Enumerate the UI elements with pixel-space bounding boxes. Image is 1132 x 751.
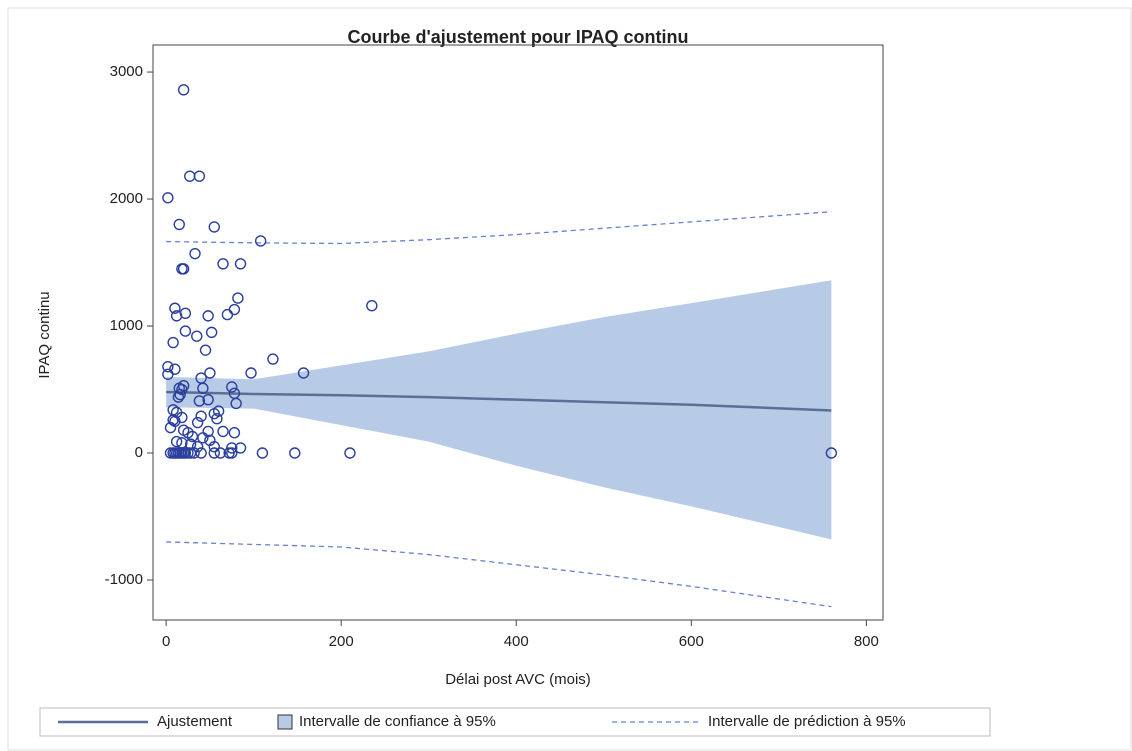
data-point bbox=[214, 447, 227, 459]
data-point bbox=[193, 395, 206, 407]
data-point bbox=[234, 442, 247, 454]
confidence-band bbox=[166, 280, 832, 540]
x-tick-label: 200 bbox=[329, 633, 354, 650]
data-point bbox=[344, 447, 356, 459]
data-point bbox=[162, 360, 174, 373]
data-point bbox=[366, 300, 378, 312]
legend-confidence-swatch bbox=[277, 714, 293, 730]
data-point bbox=[234, 258, 247, 270]
data-point bbox=[164, 421, 177, 434]
data-point bbox=[191, 440, 204, 453]
data-point bbox=[195, 447, 207, 459]
data-point bbox=[217, 258, 229, 270]
data-point bbox=[221, 308, 234, 321]
data-point bbox=[245, 367, 257, 379]
y-axis-label: IPAQ continu bbox=[36, 291, 53, 378]
data-point bbox=[267, 353, 279, 365]
data-point bbox=[226, 447, 238, 459]
data-point bbox=[174, 388, 186, 401]
prediction-line bbox=[166, 211, 832, 245]
y-tick-label: -1000 bbox=[105, 571, 143, 588]
x-tick-label: 0 bbox=[162, 633, 170, 650]
data-point bbox=[226, 381, 238, 393]
data-point bbox=[202, 393, 214, 406]
data-point bbox=[228, 426, 241, 439]
data-point bbox=[193, 170, 206, 182]
data-point bbox=[208, 440, 220, 453]
data-point bbox=[202, 310, 214, 322]
data-point bbox=[217, 425, 229, 438]
data-point bbox=[179, 307, 192, 320]
chart-title: Courbe d'ajustement pour IPAQ continu bbox=[348, 27, 689, 47]
data-point bbox=[256, 447, 269, 459]
data-point bbox=[230, 397, 242, 410]
data-point bbox=[289, 447, 301, 459]
data-point bbox=[199, 344, 212, 356]
data-point bbox=[208, 221, 220, 233]
legend-box bbox=[39, 707, 991, 737]
data-point bbox=[172, 391, 185, 403]
data-point bbox=[173, 218, 185, 231]
data-point bbox=[208, 447, 220, 459]
plot-area bbox=[152, 44, 884, 621]
legend-label: Intervalle de confiance à 95% bbox=[299, 713, 496, 730]
data-point bbox=[162, 368, 174, 380]
data-point bbox=[188, 447, 200, 459]
y-tick-label: 3000 bbox=[110, 63, 143, 80]
data-point bbox=[179, 325, 192, 337]
x-tick-label: 600 bbox=[679, 633, 704, 650]
data-point bbox=[197, 432, 209, 444]
fit-line bbox=[166, 390, 832, 412]
prediction-line bbox=[166, 541, 832, 608]
data-point bbox=[825, 447, 838, 459]
data-point bbox=[205, 326, 218, 339]
data-point bbox=[228, 303, 241, 316]
data-point bbox=[177, 263, 190, 275]
legend-label: Ajustement bbox=[157, 713, 233, 730]
data-point bbox=[191, 330, 203, 342]
data-point bbox=[297, 367, 310, 379]
data-point bbox=[197, 382, 209, 394]
data-point bbox=[169, 302, 181, 314]
data-point bbox=[211, 413, 223, 425]
data-point bbox=[195, 410, 207, 422]
data-point bbox=[162, 192, 174, 204]
x-tick-label: 400 bbox=[504, 633, 529, 650]
data-point bbox=[170, 435, 183, 448]
data-point bbox=[167, 336, 179, 349]
data-point bbox=[177, 84, 190, 96]
data-point bbox=[191, 416, 204, 429]
data-point bbox=[189, 247, 201, 260]
x-tick-label: 800 bbox=[854, 633, 879, 650]
data-point bbox=[167, 414, 179, 426]
y-tick-label: 2000 bbox=[110, 190, 143, 207]
data-point bbox=[254, 235, 267, 247]
data-point bbox=[204, 367, 216, 379]
data-point bbox=[232, 292, 244, 304]
y-tick-label: 0 bbox=[135, 444, 143, 461]
frame bbox=[7, 7, 1132, 751]
legend-label: Intervalle de prédiction à 95% bbox=[708, 713, 906, 730]
data-point bbox=[184, 170, 196, 182]
x-axis-label: Délai post AVC (mois) bbox=[445, 671, 591, 688]
y-tick-label: 1000 bbox=[110, 317, 143, 334]
